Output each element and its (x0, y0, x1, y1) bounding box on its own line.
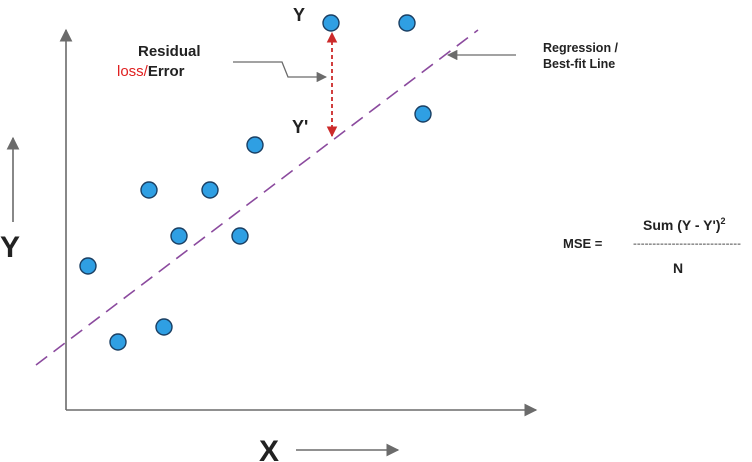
data-points (79, 14, 432, 351)
data-point (414, 105, 432, 123)
residual-label-line2: loss/Error (117, 63, 185, 80)
residual-loss-text: loss/ (117, 63, 149, 80)
mse-fraction-bar: ---------------------------- (633, 239, 741, 250)
data-point (79, 257, 97, 275)
data-point (140, 181, 158, 199)
mse-exponent: 2 (721, 216, 726, 226)
residual-pointer-arrow (233, 61, 328, 83)
residual-label-line1: Residual (138, 43, 201, 60)
actual-point-label: Y (293, 5, 305, 25)
data-point (201, 181, 219, 199)
residual-error-text: Error (148, 63, 185, 80)
data-point (155, 318, 173, 336)
mse-numerator-text: Sum (Y - Y') (643, 217, 721, 233)
regression-label-line1: Regression / (543, 41, 619, 55)
mse-label: MSE = (563, 236, 603, 251)
predicted-point-label: Y' (292, 117, 308, 137)
data-point (170, 227, 188, 245)
data-point (322, 14, 340, 32)
data-point (398, 14, 416, 32)
regression-label-line2: Best-fit Line (543, 57, 615, 71)
mse-numerator: Sum (Y - Y')2 (643, 216, 726, 233)
data-point (231, 227, 249, 245)
data-point (246, 136, 264, 154)
mse-denominator: N (673, 260, 683, 276)
regression-line (35, 29, 479, 366)
y-axis-label: Y (0, 231, 20, 264)
x-axis-label: X (259, 435, 279, 462)
data-point (109, 333, 127, 351)
